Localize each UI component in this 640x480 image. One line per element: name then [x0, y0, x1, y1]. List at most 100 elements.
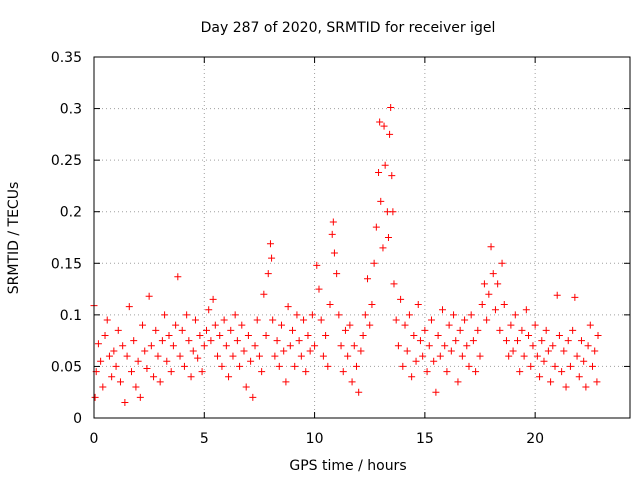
data-point: [469, 337, 477, 345]
data-point: [341, 326, 349, 334]
data-point: [165, 331, 173, 339]
data-point: [198, 368, 206, 376]
data-point: [322, 331, 330, 339]
data-point: [308, 311, 316, 319]
data-point: [211, 321, 219, 329]
data-point: [472, 368, 480, 376]
data-point: [564, 337, 572, 345]
data-point: [225, 373, 233, 381]
data-point: [114, 326, 122, 334]
data-point: [416, 337, 424, 345]
y-tick-label: 0: [73, 411, 82, 427]
data-point: [425, 342, 433, 350]
data-point: [589, 362, 597, 370]
data-point: [500, 301, 508, 309]
data-point: [110, 347, 118, 355]
data-point: [258, 368, 266, 376]
tick-labels: 0 0.05 0.1 0.15 0.2 0.25 0.3 0.35 0 5 10 15 20: [51, 50, 544, 447]
data-point: [156, 378, 164, 386]
data-point: [507, 321, 515, 329]
data-point: [172, 321, 180, 329]
data-point: [169, 342, 177, 350]
data-point: [306, 347, 314, 355]
data-point: [474, 326, 482, 334]
data-point: [280, 347, 288, 355]
data-point: [293, 311, 301, 319]
data-point: [238, 321, 246, 329]
data-point: [141, 347, 149, 355]
data-point: [196, 331, 204, 339]
data-point: [387, 104, 395, 112]
data-point: [487, 243, 495, 251]
data-point: [408, 373, 416, 381]
data-point: [582, 383, 590, 391]
data-point: [242, 383, 250, 391]
data-point: [538, 337, 546, 345]
data-point: [315, 285, 323, 293]
data-point: [364, 275, 372, 283]
data-point: [390, 280, 398, 288]
data-point: [328, 230, 336, 238]
data-point: [494, 280, 502, 288]
data-point: [268, 254, 276, 262]
data-point: [176, 352, 184, 360]
y-tick-label: 0.2: [60, 205, 82, 221]
data-point: [432, 388, 440, 396]
data-point: [514, 337, 522, 345]
data-point: [533, 352, 541, 360]
data-point: [573, 352, 581, 360]
data-point: [394, 342, 402, 350]
data-point: [384, 234, 392, 241]
data-point: [282, 378, 290, 386]
data-point: [319, 352, 327, 360]
data-point: [91, 393, 99, 401]
data-point: [266, 240, 274, 248]
data-point: [381, 161, 389, 169]
data-point: [594, 331, 602, 339]
data-point: [194, 354, 202, 362]
data-point: [329, 218, 337, 226]
data-point: [436, 352, 444, 360]
data-point: [491, 306, 499, 314]
grid: [94, 57, 630, 418]
data-point: [558, 368, 566, 376]
data-point: [375, 169, 383, 177]
data-point: [461, 316, 469, 324]
data-point: [139, 321, 147, 329]
data-point: [227, 326, 235, 334]
data-point: [337, 342, 345, 350]
data-point: [158, 337, 166, 345]
data-point: [161, 311, 169, 319]
data-point: [392, 316, 400, 324]
data-point: [300, 316, 308, 324]
data-point: [427, 316, 435, 324]
axis-ticks: [93, 56, 630, 419]
data-point: [216, 331, 224, 339]
data-point: [289, 326, 297, 334]
data-point: [509, 347, 517, 355]
data-point: [430, 357, 438, 365]
data-point: [575, 373, 583, 381]
data-point: [456, 326, 464, 334]
data-point: [352, 362, 360, 370]
data-point: [399, 362, 407, 370]
data-point: [121, 399, 129, 407]
data-point: [101, 331, 109, 339]
data-point: [386, 130, 394, 138]
data-point: [136, 393, 144, 401]
data-point: [317, 316, 325, 324]
data-point: [376, 118, 384, 126]
data-point: [269, 316, 277, 324]
data-point: [105, 352, 113, 360]
data-point: [147, 342, 155, 350]
data-point: [191, 316, 199, 324]
data-point: [372, 223, 380, 231]
data-point: [571, 293, 579, 301]
data-point: [485, 290, 493, 298]
data-point: [346, 321, 354, 329]
data-point: [560, 347, 568, 355]
data-point: [185, 337, 193, 345]
data-point: [260, 290, 268, 298]
data-point: [205, 306, 213, 314]
data-point: [189, 347, 197, 355]
